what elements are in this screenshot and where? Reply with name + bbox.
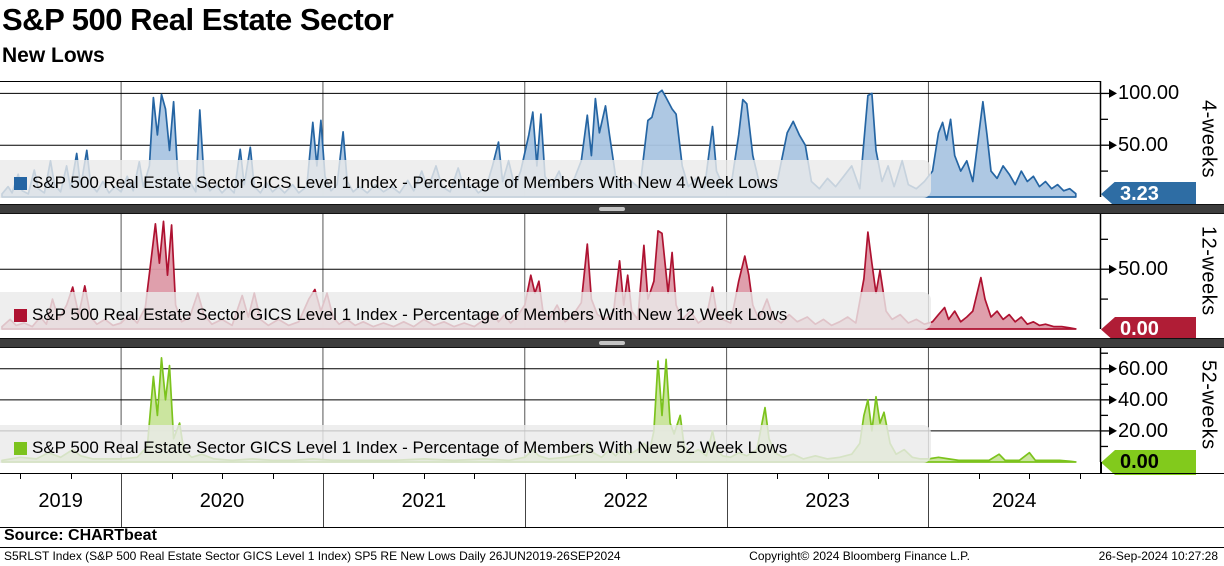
panel-divider bbox=[0, 204, 1224, 214]
x-axis-line bbox=[0, 473, 1224, 474]
footer: S5RLST Index (S&P 500 Real Estate Sector… bbox=[0, 549, 1224, 563]
x-quarter-tick bbox=[575, 474, 577, 479]
x-quarter-tick bbox=[1029, 474, 1031, 479]
x-year-label: 2021 bbox=[401, 490, 447, 512]
x-quarter-tick bbox=[373, 474, 375, 479]
y-tick-label: 50.00 bbox=[1118, 134, 1169, 157]
footer-rule bbox=[0, 547, 1224, 548]
last-value-badge: 0.00 bbox=[1101, 317, 1196, 342]
x-quarter-tick bbox=[20, 474, 22, 479]
y-tick-label: 20.00 bbox=[1118, 419, 1169, 442]
right-axis-stub bbox=[1100, 462, 1102, 474]
x-year-label: 2019 bbox=[38, 490, 83, 512]
x-quarter-tick bbox=[70, 474, 72, 479]
legend-12-weeks: S&P 500 Real Estate Sector GICS Level 1 … bbox=[0, 292, 931, 330]
panel-title-12-weeks: 12-weeks bbox=[1197, 226, 1220, 316]
divider-drag-handle[interactable] bbox=[599, 341, 625, 345]
legend-4-weeks: S&P 500 Real Estate Sector GICS Level 1 … bbox=[0, 160, 931, 198]
page-subtitle: New Lows bbox=[2, 44, 105, 67]
last-value-badge: 3.23 bbox=[1101, 181, 1196, 207]
legend-label: S&P 500 Real Estate Sector GICS Level 1 … bbox=[32, 173, 778, 192]
x-year-divider bbox=[524, 474, 526, 527]
legend-swatch-icon bbox=[14, 309, 27, 322]
footer-copyright: Copyright© 2024 Bloomberg Finance L.P. bbox=[749, 549, 970, 563]
x-year-label: 2022 bbox=[603, 490, 648, 512]
y-tick-label: 40.00 bbox=[1118, 388, 1169, 411]
x-year-divider bbox=[322, 474, 324, 527]
x-quarter-tick bbox=[878, 474, 879, 479]
last-value-badge: 0.00 bbox=[1101, 450, 1196, 475]
legend-52-weeks: S&P 500 Real Estate Sector GICS Level 1 … bbox=[0, 425, 931, 463]
x-quarter-tick bbox=[272, 474, 274, 479]
x-year-label: 2024 bbox=[991, 490, 1037, 512]
legend-swatch-icon bbox=[14, 442, 27, 455]
x-quarter-tick bbox=[827, 474, 829, 479]
legend-label: S&P 500 Real Estate Sector GICS Level 1 … bbox=[32, 305, 788, 324]
y-tick-label: 60.00 bbox=[1118, 357, 1169, 380]
y-tick-label: 50.00 bbox=[1118, 258, 1169, 281]
legend-swatch-icon bbox=[14, 177, 27, 190]
x-year-label: 2023 bbox=[805, 490, 850, 512]
x-quarter-tick bbox=[676, 474, 678, 479]
x-year-label: 2020 bbox=[199, 490, 245, 512]
x-quarter-tick bbox=[777, 474, 779, 479]
x-quarter-tick bbox=[1079, 474, 1081, 479]
y-tick-label: 100.00 bbox=[1118, 82, 1180, 105]
panel-divider bbox=[0, 338, 1224, 348]
x-quarter-tick bbox=[625, 474, 627, 479]
x-quarter-tick bbox=[222, 474, 223, 479]
panel-title-4-weeks: 4-weeks bbox=[1197, 100, 1220, 178]
panel-title-52-weeks: 52-weeks bbox=[1197, 359, 1220, 450]
x-quarter-tick bbox=[474, 474, 476, 479]
divider-drag-handle[interactable] bbox=[599, 207, 625, 211]
x-quarter-tick bbox=[978, 474, 980, 479]
x-axis-band-bottom-line bbox=[0, 527, 1224, 528]
source-label: Source: CHARTbeat bbox=[4, 527, 157, 544]
x-quarter-tick bbox=[171, 474, 173, 479]
page-title: S&P 500 Real Estate Sector bbox=[2, 2, 394, 37]
x-year-divider bbox=[726, 474, 728, 527]
x-quarter-tick bbox=[423, 474, 425, 479]
legend-label: S&P 500 Real Estate Sector GICS Level 1 … bbox=[32, 438, 788, 457]
footer-ticker-info: S5RLST Index (S&P 500 Real Estate Sector… bbox=[4, 549, 621, 563]
x-year-divider bbox=[928, 474, 930, 527]
x-year-divider bbox=[121, 474, 123, 527]
footer-timestamp: 26-Sep-2024 10:27:28 bbox=[1098, 549, 1218, 563]
